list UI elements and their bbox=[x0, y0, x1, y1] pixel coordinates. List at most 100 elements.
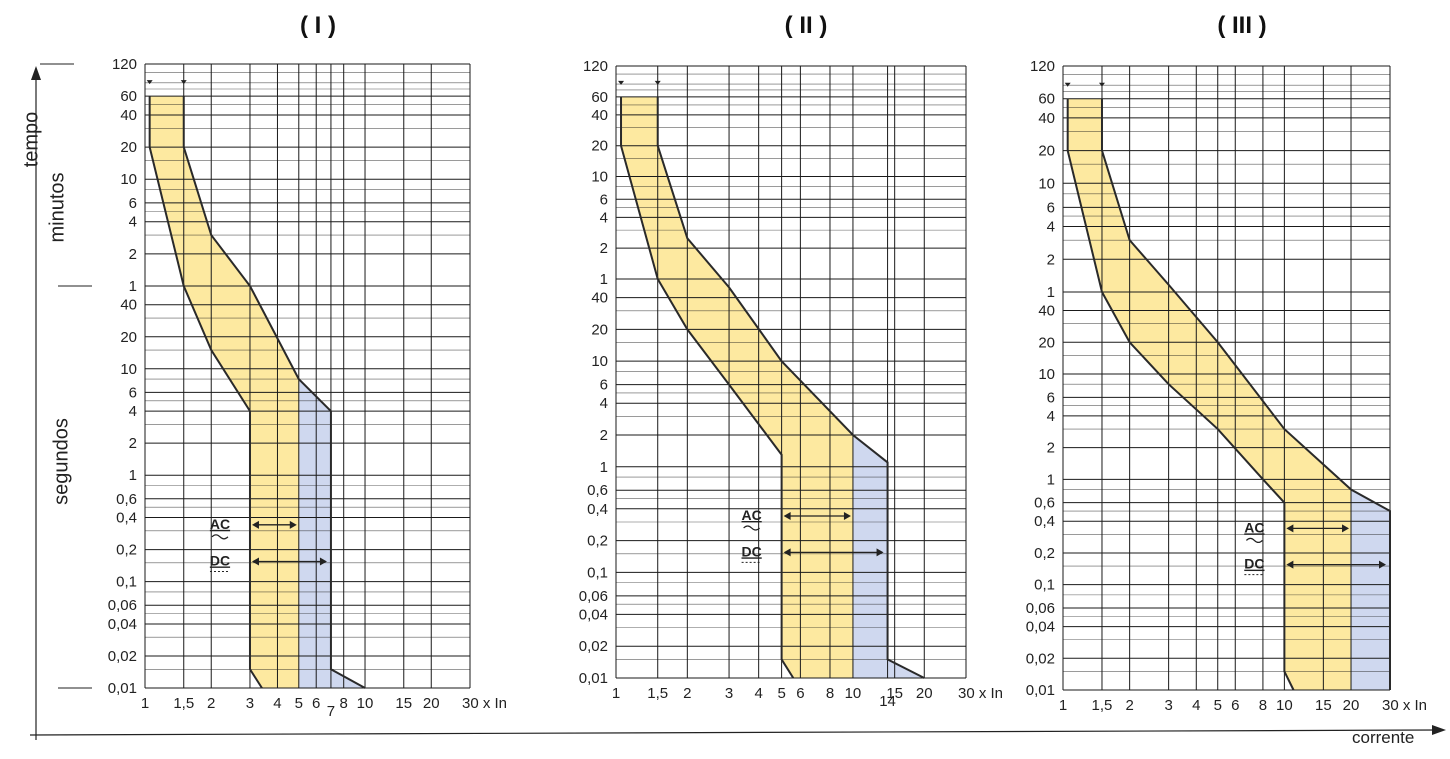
y-tick-label-seconds: 2 bbox=[1047, 440, 1055, 457]
y-tick-label-seconds: 4 bbox=[129, 403, 137, 420]
dc-range-arrow-head-right bbox=[876, 548, 884, 557]
y-tick-label-seconds: 4 bbox=[1047, 408, 1055, 425]
y-tick-label-minutes: 2 bbox=[600, 240, 608, 257]
current-axis-line bbox=[29, 729, 1441, 736]
seconds-axis-label: segundos bbox=[50, 418, 73, 505]
current-axis-arrowhead bbox=[1432, 725, 1446, 735]
x-tick-label: 8 bbox=[1259, 697, 1267, 714]
chart-title-2: ( II ) bbox=[784, 12, 828, 39]
y-tick-label-minutes: 120 bbox=[112, 56, 137, 73]
y-tick-label-seconds: 0,04 bbox=[108, 616, 137, 633]
x-tick-label: 10 bbox=[357, 695, 374, 712]
y-tick-label-seconds: 1 bbox=[1047, 471, 1055, 488]
y-tick-label-seconds: 0,04 bbox=[579, 606, 608, 623]
y-tick-label-minutes: 20 bbox=[120, 139, 137, 156]
x-tick-label: 20 bbox=[916, 685, 933, 702]
chart-title-1: ( I ) bbox=[300, 12, 336, 39]
ac-wave-symbol bbox=[743, 525, 761, 531]
y-tick-label-seconds: 10 bbox=[120, 361, 137, 378]
dc-range-arrow-head-right bbox=[1379, 560, 1386, 569]
y-tick-label-seconds: 0,6 bbox=[587, 482, 608, 499]
y-tick-label-minutes: 2 bbox=[1047, 251, 1055, 268]
x-tick-label: 5 bbox=[1214, 697, 1222, 714]
y-tick-label-seconds: 0,1 bbox=[1034, 577, 1055, 594]
y-tick-label-minutes: 20 bbox=[591, 138, 608, 155]
y-tick-label-seconds: 0,2 bbox=[116, 542, 137, 559]
chart-panel-2: 12060402010642140201064210,60,40,20,10,0… bbox=[579, 58, 1003, 710]
dc-range-arrow-head-left bbox=[1286, 560, 1294, 569]
y-tick-label-minutes: 20 bbox=[1038, 143, 1055, 160]
y-tick-label-seconds: 1 bbox=[600, 459, 608, 476]
y-tick-label-minutes: 6 bbox=[1047, 199, 1055, 216]
y-tick-label-seconds: 0,01 bbox=[1026, 682, 1055, 699]
chart-panel-1: 12060402010642140201064210,60,40,20,10,0… bbox=[108, 56, 507, 720]
lower-trip-curve bbox=[620, 96, 795, 679]
x-tick-label: 3 bbox=[1164, 697, 1172, 714]
ac-band-area bbox=[149, 96, 299, 688]
x-tick-label: 14 bbox=[879, 693, 896, 710]
y-tick-label-seconds: 0,02 bbox=[1026, 650, 1055, 667]
y-tick-label-seconds: 0,4 bbox=[116, 510, 137, 527]
x-tick-label: 6 bbox=[312, 695, 320, 712]
y-tick-label-seconds: 0,06 bbox=[1026, 600, 1055, 617]
ac-wave-symbol bbox=[1245, 537, 1263, 543]
y-tick-label-seconds: 10 bbox=[591, 353, 608, 370]
x-tick-label: 20 bbox=[1343, 697, 1360, 714]
ac-label: AC bbox=[742, 507, 762, 523]
limit-arrow-marker bbox=[1098, 82, 1105, 87]
y-tick-label-seconds: 40 bbox=[1038, 303, 1055, 320]
y-tick-label-seconds: 0,06 bbox=[108, 597, 137, 614]
x-tick-label: 1 bbox=[612, 685, 620, 702]
lower-trip-curve bbox=[1066, 98, 1295, 691]
y-tick-label-seconds: 0,1 bbox=[116, 574, 137, 591]
chart-panel-3: 12060402010642140201064210,60,40,20,10,0… bbox=[1026, 58, 1427, 714]
ac-label: AC bbox=[210, 516, 230, 532]
y-tick-label-seconds: 40 bbox=[591, 290, 608, 307]
x-tick-label: 5 bbox=[777, 685, 785, 702]
upper-trip-curve bbox=[1100, 98, 1391, 690]
y-tick-label-seconds: 20 bbox=[1038, 334, 1055, 351]
y-tick-label-seconds: 0,02 bbox=[108, 648, 137, 665]
y-tick-label-minutes: 40 bbox=[1038, 110, 1055, 127]
y-tick-label-minutes: 10 bbox=[591, 169, 608, 186]
dc-range-arrow-head-right bbox=[319, 557, 327, 566]
dc-range-arrow-head-left bbox=[251, 557, 259, 566]
x-tick-label: 20 bbox=[423, 695, 440, 712]
y-tick-label-seconds: 0,6 bbox=[1034, 495, 1055, 512]
y-tick-label-seconds: 6 bbox=[129, 384, 137, 401]
x-tick-label: 3 bbox=[246, 695, 254, 712]
y-tick-label-minutes: 4 bbox=[1047, 219, 1055, 236]
y-tick-label-seconds: 0,2 bbox=[1034, 545, 1055, 562]
y-tick-label-seconds: 0,01 bbox=[579, 670, 608, 687]
y-tick-label-minutes: 60 bbox=[591, 89, 608, 106]
y-tick-label-seconds: 40 bbox=[120, 297, 137, 314]
y-tick-label-seconds: 0,6 bbox=[116, 491, 137, 508]
x-tick-label: 8 bbox=[340, 695, 348, 712]
y-tick-label-minutes: 40 bbox=[591, 107, 608, 124]
ac-band-area bbox=[621, 96, 853, 678]
y-tick-label-seconds: 4 bbox=[600, 395, 608, 412]
x-tick-label: 6 bbox=[1231, 697, 1239, 714]
dc-label: DC bbox=[742, 543, 762, 559]
minutes-axis-label: minutos bbox=[46, 172, 69, 243]
x-tick-label: 1,5 bbox=[647, 685, 668, 702]
x-tick-label: 5 bbox=[295, 695, 303, 712]
ac-range-arrow-head-right bbox=[1342, 524, 1350, 533]
x-tick-label: 15 bbox=[886, 685, 903, 702]
y-tick-label-minutes: 120 bbox=[1030, 58, 1055, 75]
y-tick-label-seconds: 0,4 bbox=[1034, 513, 1055, 530]
x-tick-label: 2 bbox=[207, 695, 215, 712]
y-tick-label-seconds: 6 bbox=[600, 377, 608, 394]
limit-arrow-marker bbox=[1064, 82, 1071, 87]
y-tick-label-minutes: 10 bbox=[1038, 175, 1055, 192]
lower-trip-curve bbox=[148, 96, 263, 689]
upper-trip-curve bbox=[656, 96, 925, 679]
y-tick-label-seconds: 20 bbox=[591, 321, 608, 338]
x-tick-label: 3 bbox=[725, 685, 733, 702]
limit-arrow-marker bbox=[146, 80, 153, 85]
time-axis-label: tempo bbox=[20, 111, 43, 168]
current-axis-label: corrente bbox=[1352, 728, 1415, 747]
x-tick-label: 7 bbox=[327, 703, 335, 720]
